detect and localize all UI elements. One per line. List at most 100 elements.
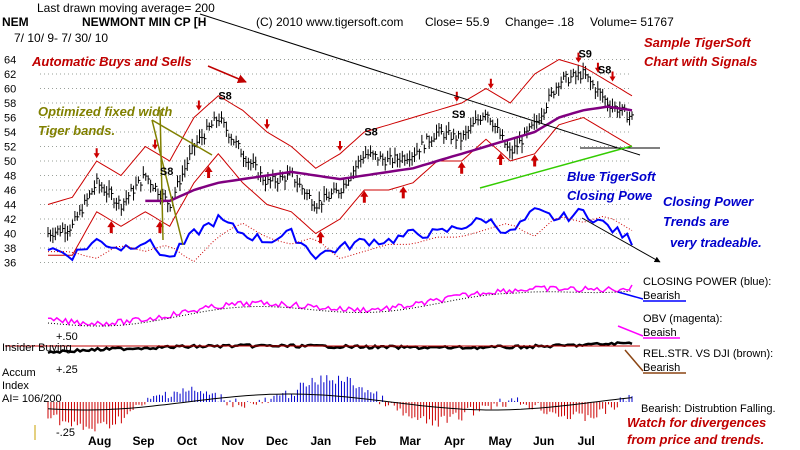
obv-label: OBV (magenta): [643, 313, 722, 325]
blue-tigersoft-1: Blue TigerSoft [567, 169, 656, 184]
moving-average-note: Last drawn moving average= 200 [37, 1, 215, 15]
obv-ma [47, 290, 633, 327]
signal-arrows [93, 52, 616, 244]
sell-arrow [195, 100, 202, 111]
month-jan: Jan [311, 434, 332, 448]
month-sep: Sep [133, 434, 155, 448]
plus-50-label: +.50 [56, 331, 78, 343]
line-upper-band [47, 58, 633, 205]
y-tick-52: 52 [4, 142, 16, 154]
series-lines [47, 58, 633, 263]
rel-str-line [47, 341, 633, 354]
ai-value: AI= 106/200 [2, 393, 62, 405]
sell-arrow [575, 52, 582, 63]
month-mar: Mar [400, 434, 422, 448]
month-jun: Jun [533, 434, 554, 448]
y-tick-62: 62 [4, 69, 16, 81]
y-tick-40: 40 [4, 229, 16, 241]
auto-buys-sells: Automatic Buys and Sells [31, 54, 192, 69]
line-lower-band [48, 116, 633, 256]
auto-signal-pointer [207, 65, 247, 84]
index-label: Index [2, 380, 29, 392]
rel-str-state: Bearish [643, 362, 680, 374]
closing-power-state: Bearish [643, 290, 680, 302]
buy-arrow [360, 190, 369, 203]
optimized-bands-2: Tiger bands. [38, 123, 115, 138]
price-gridlines [40, 59, 632, 263]
signal-label-s9: S9 [452, 109, 465, 121]
copyright: (C) 2010 www.tigersoft.com [256, 15, 403, 29]
y-tick-60: 60 [4, 84, 16, 96]
month-feb: Feb [355, 434, 376, 448]
month-oct: Oct [177, 434, 197, 448]
blue-tigersoft-2: Closing Powe [567, 188, 652, 203]
closing-power-label: CLOSING POWER (blue): [643, 276, 771, 288]
sell-arrow [594, 62, 601, 73]
buy-arrow [316, 231, 325, 244]
y-tick-50: 50 [4, 156, 16, 168]
green-trendline [479, 145, 633, 189]
month-dec: Dec [266, 434, 288, 448]
sell-arrow [337, 141, 343, 152]
line-moving-average-purple- [145, 105, 633, 203]
y-tick-54: 54 [4, 127, 16, 139]
buy-arrow [530, 154, 539, 167]
y-tick-42: 42 [4, 214, 16, 226]
ma-note-pointer [199, 13, 641, 156]
x-axis-months: Aug Sep Oct Nov Dec Jan Feb Mar Apr May Jun Jul [88, 434, 595, 448]
signal-label-s8: S8 [598, 64, 611, 76]
month-aug: Aug [88, 434, 111, 448]
signal-labels: S8 S8 S8 S9 S9 S8 [160, 48, 611, 177]
signal-label-s8: S8 [160, 166, 173, 178]
band-pointer-2 [151, 119, 213, 156]
closing-power-ma [48, 215, 633, 263]
cp-note-3: very tradeable. [670, 235, 762, 250]
minus-25-label: -.25 [56, 427, 75, 439]
y-tick-44: 44 [4, 200, 16, 212]
sell-arrow [609, 71, 616, 82]
buy-arrow [399, 186, 408, 199]
month-nov: Nov [222, 434, 245, 448]
optimized-bands-1: Optimized fixed width [38, 104, 172, 119]
cp-link [617, 291, 644, 300]
date-range: 7/ 10/ 9- 7/ 30/ 10 [14, 31, 108, 45]
relative-strength-panel [47, 341, 633, 354]
rel-link [624, 349, 644, 372]
band-pointer-1 [151, 119, 184, 246]
sell-arrow [264, 119, 270, 130]
buy-arrow [204, 166, 213, 179]
line-closing-power [47, 207, 633, 262]
watch-note-1: Watch for divergences [627, 415, 766, 430]
y-tick-36: 36 [4, 258, 16, 270]
sample-title-1: Sample TigerSoft [644, 35, 751, 50]
y-tick-46: 46 [4, 185, 16, 197]
signal-label-s8: S8 [218, 90, 231, 102]
cp-note-2: Trends are [663, 214, 729, 229]
y-tick-38: 38 [4, 243, 16, 255]
cp-note-1: Closing Power [663, 194, 754, 209]
y-axis-ticks: 64 62 60 58 56 54 52 50 48 46 44 42 40 38 36 [4, 55, 16, 270]
band-pointer-3 [159, 109, 164, 241]
y-tick-48: 48 [4, 171, 16, 183]
sell-arrow [487, 78, 494, 89]
obv-panel [47, 284, 633, 327]
sell-arrow [152, 139, 159, 150]
y-tick-58: 58 [4, 98, 16, 110]
accum-ma [47, 393, 633, 411]
sell-arrow [93, 148, 100, 159]
plus-25-label: +.25 [56, 364, 78, 376]
ticker-symbol: NEM [2, 15, 29, 29]
volume-value: Volume= 51767 [590, 15, 674, 29]
price-bars [47, 62, 634, 244]
accum-label: Accum [2, 367, 36, 379]
company-name: NEWMONT MIN CP [H [82, 15, 206, 29]
month-jul: Jul [578, 434, 595, 448]
obv-line [47, 284, 633, 327]
bearish-distribution: Bearish: Distrubtion Falling. [641, 403, 776, 415]
month-may: May [489, 434, 513, 448]
watch-note-2: from price and trends. [627, 432, 764, 447]
obv-state: Beaish [643, 327, 677, 339]
close-value: Close= 55.9 [425, 15, 490, 29]
